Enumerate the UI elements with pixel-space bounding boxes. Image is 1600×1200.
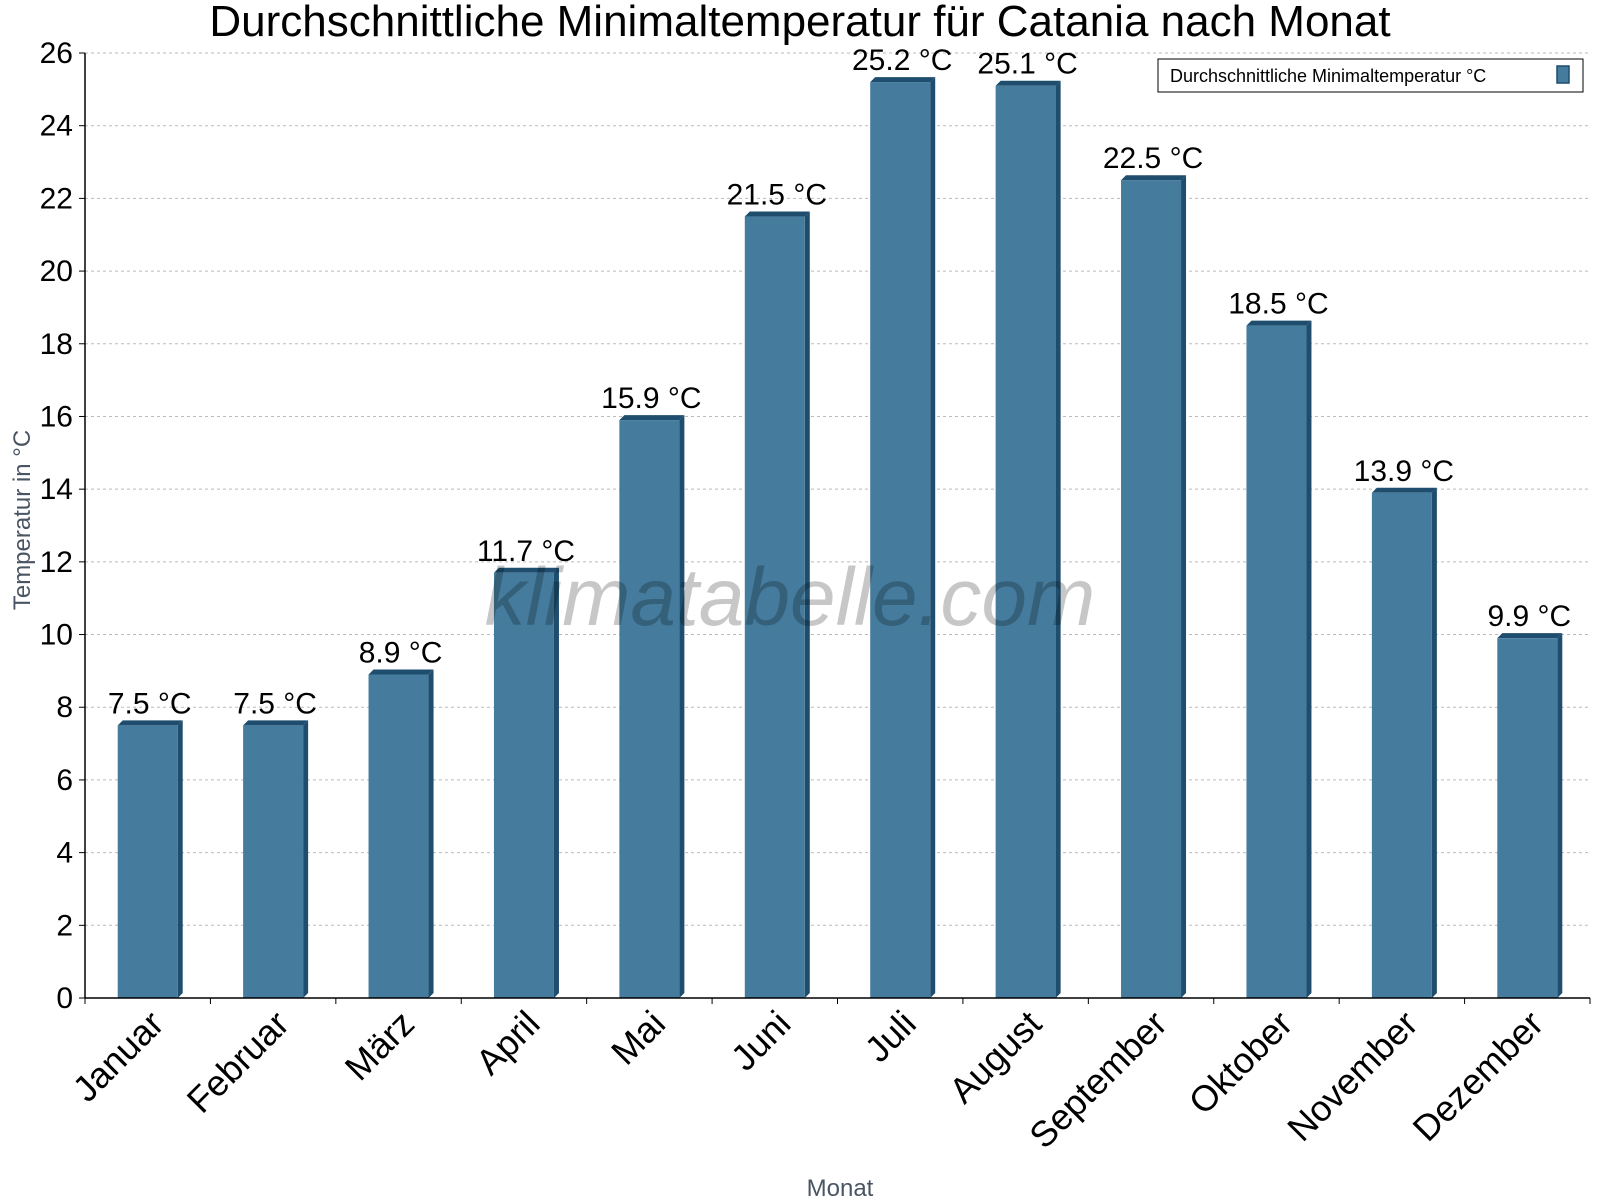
chart-title: Durchschnittliche Minimaltemperatur für … xyxy=(209,0,1390,46)
x-tick-label: Januar xyxy=(65,1003,172,1110)
bar-side xyxy=(804,211,810,999)
legend: Durchschnittliche Minimaltemperatur °C xyxy=(1157,58,1584,93)
data-label: 25.1 °C xyxy=(977,48,1077,81)
x-tick-label: April xyxy=(468,1003,548,1083)
legend-box xyxy=(1157,58,1584,93)
bar-top xyxy=(493,567,559,573)
x-tick-label: Juni xyxy=(723,1003,799,1079)
y-tick-label: 6 xyxy=(56,764,73,797)
x-tick-label: September xyxy=(1021,1003,1175,1157)
bar-top xyxy=(1121,175,1187,181)
y-tick-label: 14 xyxy=(40,473,73,506)
legend-swatch xyxy=(1556,65,1570,84)
y-tick-label: 20 xyxy=(40,255,73,288)
bar-top xyxy=(243,720,309,726)
bar-top xyxy=(368,669,434,675)
x-tick-label: Juli xyxy=(857,1003,924,1070)
data-label: 15.9 °C xyxy=(601,382,701,415)
grid-lines xyxy=(85,52,1590,926)
data-label: 22.5 °C xyxy=(1103,142,1203,175)
x-axis-title: Monat xyxy=(807,1175,874,1200)
x-tick-label: März xyxy=(337,1003,423,1089)
watermark: klimatabelle.com xyxy=(485,552,1096,643)
bar xyxy=(1246,325,1307,998)
bar xyxy=(493,572,554,998)
bar xyxy=(117,725,178,998)
data-label: 8.9 °C xyxy=(359,637,443,670)
bar-side xyxy=(303,720,309,998)
data-label: 11.7 °C xyxy=(477,535,575,568)
bar xyxy=(1371,492,1432,998)
x-tick-label: Oktober xyxy=(1181,1003,1301,1123)
bar-side xyxy=(930,77,936,999)
x-tick-label: Februar xyxy=(179,1003,297,1121)
data-label: 18.5 °C xyxy=(1228,288,1328,321)
y-tick-label: 22 xyxy=(40,182,73,215)
x-tick-label: Mai xyxy=(603,1003,673,1073)
bar-side xyxy=(1055,80,1061,998)
bar xyxy=(1121,180,1182,998)
bar-top xyxy=(1497,633,1563,639)
legend-label: Durchschnittliche Minimaltemperatur °C xyxy=(1170,66,1486,86)
y-tick-label: 8 xyxy=(56,691,73,724)
bar-top xyxy=(1371,487,1437,493)
bar xyxy=(744,216,805,999)
bar-top xyxy=(619,415,685,421)
y-tick-label: 18 xyxy=(40,328,73,361)
bar-side xyxy=(177,720,183,998)
bar-top xyxy=(117,720,183,726)
bar-side xyxy=(1306,320,1312,998)
bar-top xyxy=(1246,320,1312,326)
y-tick-label: 2 xyxy=(56,909,73,942)
bar-side xyxy=(1431,487,1437,998)
y-tick-label: 26 xyxy=(40,37,73,70)
data-label: 21.5 °C xyxy=(727,179,827,212)
y-axis-title: Temperatur in °C xyxy=(9,430,36,610)
y-tick-label: 0 xyxy=(56,982,73,1015)
bar xyxy=(368,674,429,998)
bar-side xyxy=(1557,633,1563,998)
bar xyxy=(243,725,304,998)
bar-top xyxy=(870,77,936,83)
bar xyxy=(995,85,1056,998)
bar-side xyxy=(428,669,434,998)
bar xyxy=(619,420,680,998)
bar-side xyxy=(1181,175,1187,998)
data-label: 9.9 °C xyxy=(1487,600,1571,633)
data-label: 7.5 °C xyxy=(108,687,192,720)
bar-top xyxy=(995,80,1061,86)
data-label: 7.5 °C xyxy=(233,687,317,720)
y-tick-label: 4 xyxy=(56,837,73,870)
bar xyxy=(1497,638,1558,998)
y-tick-label: 16 xyxy=(40,400,73,433)
bar-side xyxy=(553,567,559,998)
x-tick-label: August xyxy=(941,1003,1049,1111)
y-tick-label: 10 xyxy=(40,619,73,652)
x-tick-label: November xyxy=(1279,1003,1425,1149)
y-tick-label: 24 xyxy=(40,110,73,143)
x-tick-label: Dezember xyxy=(1405,1003,1551,1149)
data-label: 25.2 °C xyxy=(852,44,952,77)
data-label: 13.9 °C xyxy=(1354,455,1454,488)
bars: 7.5 °C 7.5 °C 8.9 °C 11.7 °C 15.9 °C 21.5 °C 2… xyxy=(108,44,1571,999)
bar-top xyxy=(744,211,810,217)
y-tick-label: 12 xyxy=(40,546,73,579)
bar-side xyxy=(679,415,685,998)
bar xyxy=(870,82,931,999)
